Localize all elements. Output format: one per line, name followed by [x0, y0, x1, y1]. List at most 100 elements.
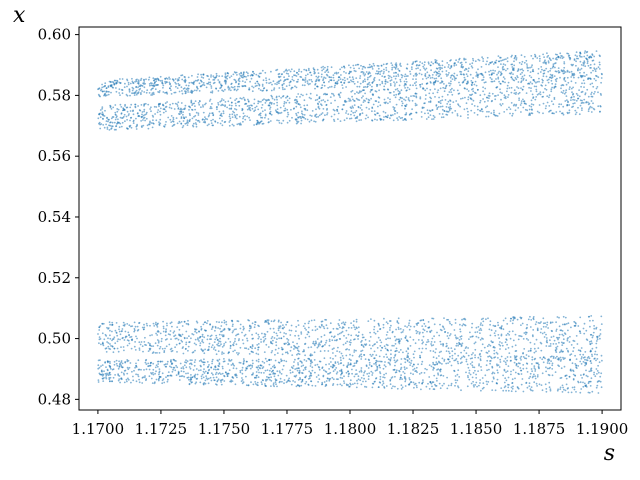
scatter-point: [386, 62, 389, 65]
scatter-point: [257, 100, 260, 102]
scatter-point: [429, 77, 432, 79]
scatter-point: [389, 75, 391, 78]
scatter-point: [463, 69, 466, 72]
scatter-point: [443, 110, 446, 112]
scatter-point: [472, 380, 474, 383]
scatter-point: [453, 329, 456, 331]
scatter-point: [380, 70, 383, 72]
scatter-point: [117, 338, 120, 341]
scatter-point: [289, 372, 292, 374]
scatter-point: [265, 77, 267, 79]
scatter-point: [366, 86, 368, 88]
scatter-point: [560, 87, 562, 90]
scatter-point: [149, 344, 151, 347]
scatter-point: [115, 114, 117, 116]
scatter-point: [447, 66, 450, 68]
scatter-point: [579, 69, 581, 71]
scatter-point: [511, 345, 514, 348]
scatter-point: [417, 64, 420, 67]
scatter-point: [188, 335, 190, 338]
scatter-point: [288, 119, 291, 122]
scatter-point: [283, 332, 286, 334]
scatter-point: [231, 325, 234, 327]
scatter-point: [546, 52, 548, 55]
scatter-point: [345, 337, 348, 339]
scatter-point: [558, 105, 560, 108]
scatter-point: [383, 71, 385, 73]
scatter-point: [575, 366, 577, 369]
scatter-point: [467, 113, 469, 116]
scatter-point: [343, 334, 345, 337]
scatter-point: [127, 83, 130, 86]
scatter-point: [144, 343, 146, 346]
scatter-point: [181, 375, 184, 377]
scatter-point: [499, 88, 501, 91]
scatter-point: [265, 99, 267, 101]
scatter-point: [433, 323, 436, 326]
scatter-point: [292, 365, 295, 367]
scatter-point: [252, 86, 255, 89]
scatter-point: [555, 348, 558, 350]
scatter-point: [348, 81, 351, 84]
scatter-point: [355, 349, 357, 352]
scatter-point: [195, 119, 198, 121]
scatter-point: [353, 69, 356, 72]
scatter-point: [408, 99, 411, 102]
scatter-point: [368, 359, 370, 362]
scatter-point: [108, 360, 111, 363]
scatter-point: [432, 62, 435, 65]
scatter-point: [143, 326, 146, 329]
scatter-point: [405, 335, 407, 337]
scatter-point: [459, 105, 461, 108]
scatter-point: [526, 67, 529, 69]
scatter-point: [376, 70, 378, 72]
scatter-point: [501, 342, 503, 344]
scatter-point: [503, 386, 506, 389]
scatter-point: [143, 78, 145, 81]
scatter-point: [177, 82, 180, 85]
scatter-point: [562, 356, 564, 359]
scatter-point: [221, 353, 223, 355]
scatter-point: [176, 326, 179, 328]
scatter-point: [576, 343, 579, 345]
scatter-point: [413, 82, 416, 85]
scatter-point: [140, 368, 142, 371]
scatter-point: [311, 354, 314, 356]
scatter-point: [487, 355, 489, 358]
scatter-point: [138, 349, 141, 351]
scatter-point: [292, 79, 295, 82]
scatter-point: [379, 345, 382, 347]
scatter-point: [522, 338, 525, 340]
scatter-point: [185, 343, 188, 346]
scatter-point: [197, 73, 200, 76]
scatter-point: [324, 114, 326, 117]
scatter-point: [393, 106, 396, 109]
scatter-point: [505, 363, 507, 366]
scatter-point: [472, 87, 474, 90]
scatter-point: [304, 79, 307, 81]
scatter-point: [550, 79, 553, 82]
scatter-point: [355, 116, 358, 119]
scatter-point: [417, 67, 419, 69]
scatter-point: [195, 328, 198, 331]
scatter-point: [298, 367, 300, 370]
scatter-point: [541, 358, 544, 361]
scatter-point: [555, 328, 558, 331]
scatter-point: [458, 376, 461, 378]
scatter-point: [103, 90, 105, 93]
scatter-point: [439, 102, 442, 105]
scatter-point: [189, 91, 192, 93]
scatter-point: [570, 87, 573, 90]
scatter-point: [595, 342, 598, 345]
scatter-point: [99, 359, 101, 362]
scatter-point: [494, 114, 497, 117]
scatter-point: [344, 321, 347, 324]
scatter-point: [267, 319, 270, 322]
scatter-point: [321, 69, 323, 72]
scatter-point: [264, 337, 267, 340]
scatter-point: [444, 87, 446, 90]
scatter-point: [443, 358, 446, 361]
scatter-point: [449, 76, 452, 79]
scatter-point: [270, 340, 272, 343]
scatter-point: [191, 74, 193, 77]
